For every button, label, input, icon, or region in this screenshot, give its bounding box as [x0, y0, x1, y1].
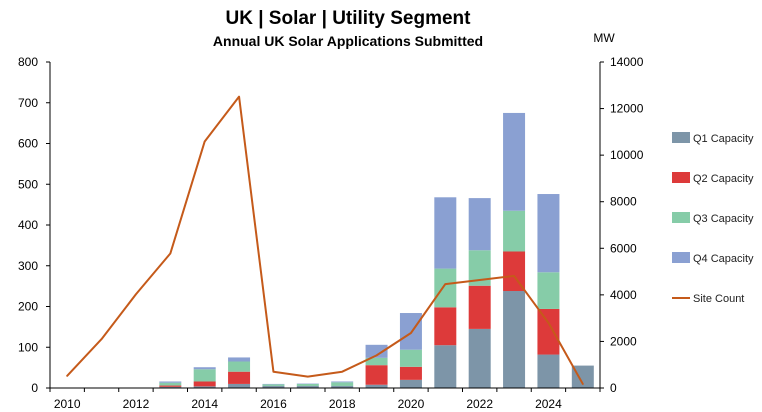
x-axis-tick-label: 2016: [260, 397, 287, 411]
left-axis-tick-label: 300: [18, 259, 38, 273]
right-axis-unit-label: MW: [593, 31, 615, 45]
left-axis-tick-label: 700: [18, 96, 38, 110]
bar-segment-1-2024: [537, 354, 560, 388]
bar-segment-1-2020: [399, 379, 422, 388]
bar-segment-4-2023: [503, 112, 526, 211]
left-axis-tick-label: 800: [18, 55, 38, 69]
bar-segment-2-2021: [434, 307, 457, 346]
bar-segment-2-2015: [228, 371, 251, 384]
legend: Q1 Capacity Q2 Capacity Q3 Capacity Q4 Capa…: [672, 132, 754, 305]
axes-group: 0100200300400500600700800020004000600080…: [18, 55, 644, 411]
bar-segment-3-2013: [159, 382, 182, 386]
right-axis-tick-label: 12000: [610, 102, 644, 116]
bar-segment-1-2025: [571, 365, 594, 388]
bar-segment-4-2022: [468, 198, 491, 251]
right-axis-tick-label: 8000: [610, 195, 637, 209]
bar-segment-3-2014: [193, 369, 216, 382]
x-axis-tick-label: 2014: [191, 397, 218, 411]
bar-segment-2-2019: [365, 365, 388, 385]
bar-segment-3-2023: [503, 210, 526, 252]
bar-segment-1-2018: [331, 385, 354, 388]
bar-segment-3-2020: [399, 349, 422, 367]
legend-label: Site Count: [693, 293, 744, 305]
chart-subtitle: Annual UK Solar Applications Submitted: [213, 33, 483, 49]
legend-swatch-q3: [672, 212, 690, 223]
bar-segment-3-2019: [365, 357, 388, 366]
bar-segment-4-2024: [537, 194, 560, 273]
x-axis-tick-label: 2022: [466, 397, 493, 411]
bar-segment-2-2013: [159, 385, 182, 387]
bar-segment-1-2015: [228, 383, 251, 388]
bar-segment-3-2018: [331, 382, 354, 386]
right-axis-tick-label: 14000: [610, 55, 644, 69]
legend-label: Q4 Capacity: [693, 253, 754, 265]
bar-segment-3-2015: [228, 361, 251, 372]
left-axis-tick-label: 400: [18, 218, 38, 232]
bar-segment-1-2022: [468, 328, 491, 388]
right-axis-tick-label: 6000: [610, 241, 637, 255]
bar-segment-1-2016: [262, 385, 285, 388]
x-axis-tick-label: 2018: [329, 397, 356, 411]
legend-label: Q2 Capacity: [693, 173, 754, 185]
bar-segment-4-2021: [434, 197, 457, 269]
bar-segment-1-2021: [434, 345, 457, 388]
line-group: [66, 95, 584, 385]
legend-swatch-q1: [672, 132, 690, 143]
bar-segment-2-2020: [399, 366, 422, 380]
bar-segment-2-2014: [193, 381, 216, 387]
right-axis-tick-label: 4000: [610, 288, 637, 302]
bar-segment-2-2024: [537, 308, 560, 355]
bar-segment-3-2021: [434, 268, 457, 308]
bar-segment-1-2014: [193, 386, 216, 388]
right-axis-tick-label: 10000: [610, 148, 644, 162]
chart-title: UK | Solar | Utility Segment: [225, 8, 471, 29]
bar-segment-1-2013: [159, 386, 182, 388]
bar-segment-1-2023: [503, 291, 526, 388]
left-axis-tick-label: 200: [18, 300, 38, 314]
bar-segment-2-2022: [468, 285, 491, 329]
legend-swatch-q2: [672, 172, 690, 183]
x-axis-tick-label: 2012: [123, 397, 150, 411]
bar-segment-4-2018: [331, 381, 354, 383]
x-axis-tick-label: 2024: [535, 397, 562, 411]
bar-segment-1-2017: [296, 385, 319, 388]
right-axis-tick-label: 0: [610, 381, 617, 395]
left-axis-tick-label: 600: [18, 137, 38, 151]
bar-segment-3-2024: [537, 272, 560, 309]
legend-label: Q1 Capacity: [693, 133, 754, 145]
bar-segment-4-2019: [365, 344, 388, 358]
left-axis-tick-label: 100: [18, 340, 38, 354]
bar-segment-4-2015: [228, 357, 251, 362]
left-axis-tick-label: 0: [31, 381, 38, 395]
bar-segment-2-2023: [503, 251, 526, 292]
x-axis-tick-label: 2020: [398, 397, 425, 411]
legend-swatch-q4: [672, 252, 690, 263]
legend-label: Q3 Capacity: [693, 213, 754, 225]
left-axis-tick-label: 500: [18, 177, 38, 191]
line-series-site-count: [66, 95, 584, 385]
bar-segment-3-2022: [468, 250, 491, 286]
bar-segment-3-2016: [262, 384, 285, 386]
bar-segment-1-2019: [365, 384, 388, 388]
bar-segment-4-2013: [159, 381, 182, 383]
bar-group: [159, 112, 594, 388]
x-axis-tick-label: 2010: [54, 397, 81, 411]
bar-segment-3-2017: [296, 383, 319, 386]
bar-segment-4-2014: [193, 367, 216, 370]
right-axis-tick-label: 2000: [610, 334, 637, 348]
